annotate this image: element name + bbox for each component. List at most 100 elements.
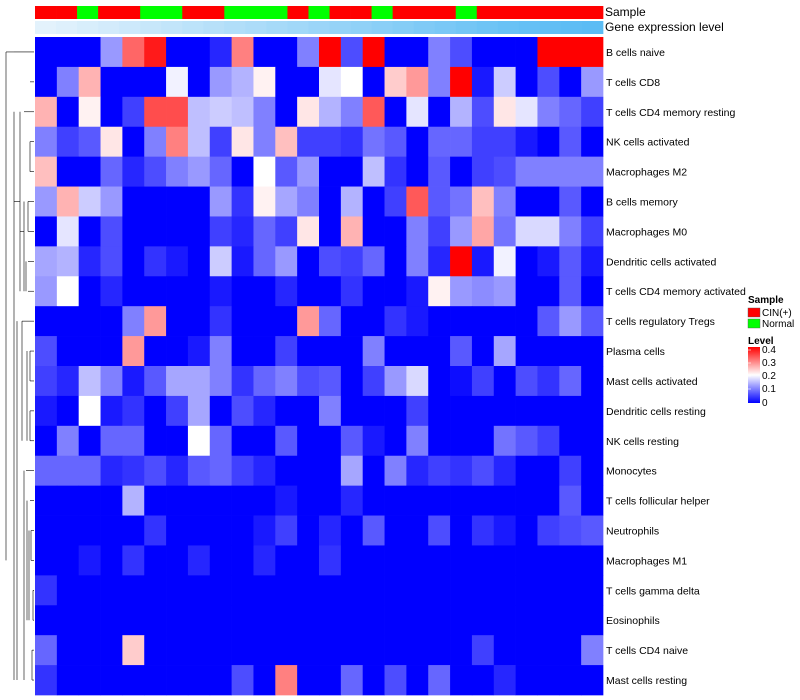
heatmap-cell <box>35 425 58 457</box>
heatmap-cell <box>581 605 604 636</box>
heatmap-cell <box>450 186 473 217</box>
heatmap-cell <box>253 96 276 128</box>
level-tick-03: 0.3 <box>762 358 776 369</box>
heatmap-cell <box>35 37 58 68</box>
heatmap-cell <box>493 96 516 128</box>
heatmap-cell <box>581 66 604 98</box>
heatmap-cell <box>450 515 473 546</box>
heatmap-cell <box>362 126 385 157</box>
heatmap-cell <box>493 485 516 516</box>
heatmap-cell <box>559 395 582 427</box>
heatmap-cell <box>209 306 232 337</box>
heatmap-cell <box>493 276 516 307</box>
heatmap-cell <box>56 336 80 367</box>
heatmap-cell <box>78 395 101 427</box>
heatmap-cell <box>471 395 495 427</box>
heatmap-cell <box>559 276 582 307</box>
heatmap-cell <box>144 605 167 636</box>
heatmap-cell <box>56 665 80 696</box>
heatmap-cell <box>450 605 473 636</box>
heatmap-cell <box>144 485 167 516</box>
heatmap-cell <box>253 186 276 217</box>
heatmap-cell <box>78 515 101 546</box>
heatmap-cell <box>35 366 58 397</box>
heatmap-cell <box>144 276 167 307</box>
heatmap-cell <box>122 336 145 367</box>
heatmap-cell <box>384 515 407 546</box>
level-colorbar <box>748 347 760 403</box>
heatmap-cell <box>297 485 320 516</box>
heatmap-cell <box>340 66 364 98</box>
sample-annotation-cell <box>581 6 604 19</box>
heatmap-cell <box>166 126 189 157</box>
heatmap-cell <box>275 186 298 217</box>
heatmap-cell <box>275 575 298 606</box>
heatmap-cell <box>406 665 429 696</box>
heatmap-cell <box>253 395 276 427</box>
heatmap-cell <box>122 186 145 217</box>
heatmap-cell <box>122 66 145 98</box>
heatmap-cell <box>537 336 560 367</box>
heatmap-cell <box>384 575 407 606</box>
heatmap-cell <box>166 66 189 98</box>
heatmap-cell <box>231 455 254 486</box>
heatmap-cell <box>493 306 516 337</box>
heatmap-cell <box>231 395 254 427</box>
heatmap-cell <box>187 575 211 606</box>
heatmap-cell <box>406 126 429 157</box>
level-legend-title: Level <box>748 336 774 347</box>
heatmap-cell <box>471 336 495 367</box>
sample-annotation-cell <box>518 6 541 19</box>
heatmap-cell <box>35 635 58 666</box>
heatmap-cell <box>56 246 80 277</box>
heatmap-cell <box>209 605 232 636</box>
heatmap-cell <box>450 126 473 157</box>
heatmap-cell <box>493 66 516 98</box>
row-label: Mast cells activated <box>606 376 698 388</box>
heatmap-cell <box>340 455 364 486</box>
heatmap-cell <box>187 37 211 68</box>
heatmap-cell <box>209 545 232 576</box>
gene-expression-annotation-cell <box>98 21 120 34</box>
heatmap-cell <box>406 366 429 397</box>
heatmap-cell <box>253 246 276 277</box>
sample-annotation-cell <box>245 6 267 19</box>
gene-expression-annotation-cell <box>581 21 604 34</box>
heatmap-cell <box>187 276 211 307</box>
heatmap-cell <box>56 575 80 606</box>
heatmap-cell <box>450 96 473 128</box>
heatmap-cell <box>428 665 451 696</box>
row-label: Eosinophils <box>606 615 660 627</box>
heatmap-cell <box>537 216 560 247</box>
heatmap-cell <box>362 395 385 427</box>
heatmap-cell <box>362 216 385 247</box>
heatmap-cell <box>35 575 58 606</box>
heatmap-cell <box>319 575 342 606</box>
heatmap-cell <box>428 545 451 576</box>
heatmap-cell <box>537 306 560 337</box>
heatmap-cell <box>362 66 385 98</box>
heatmap-cell <box>122 635 145 666</box>
heatmap-cell <box>340 366 364 397</box>
heatmap-cell <box>319 156 342 187</box>
heatmap-cell <box>122 665 145 696</box>
gene-expression-annotation-cell <box>266 21 288 34</box>
heatmap-cell <box>35 126 58 157</box>
heatmap-cell <box>78 156 101 187</box>
heatmap-cell <box>537 66 560 98</box>
heatmap-cell <box>362 485 385 516</box>
gene-expression-annotation-cell <box>539 21 562 34</box>
heatmap-cell <box>275 425 298 457</box>
heatmap-cell <box>471 455 495 486</box>
heatmap-cell <box>297 66 320 98</box>
heatmap-cell <box>559 635 582 666</box>
heatmap-cell <box>559 156 582 187</box>
heatmap-cell <box>319 635 342 666</box>
heatmap-cell <box>166 485 189 516</box>
heatmap-cell <box>581 37 604 68</box>
heatmap-cell <box>209 156 232 187</box>
heatmap-cell <box>78 126 101 157</box>
heatmap-cell <box>581 515 604 546</box>
row-label: B cells memory <box>606 197 679 209</box>
